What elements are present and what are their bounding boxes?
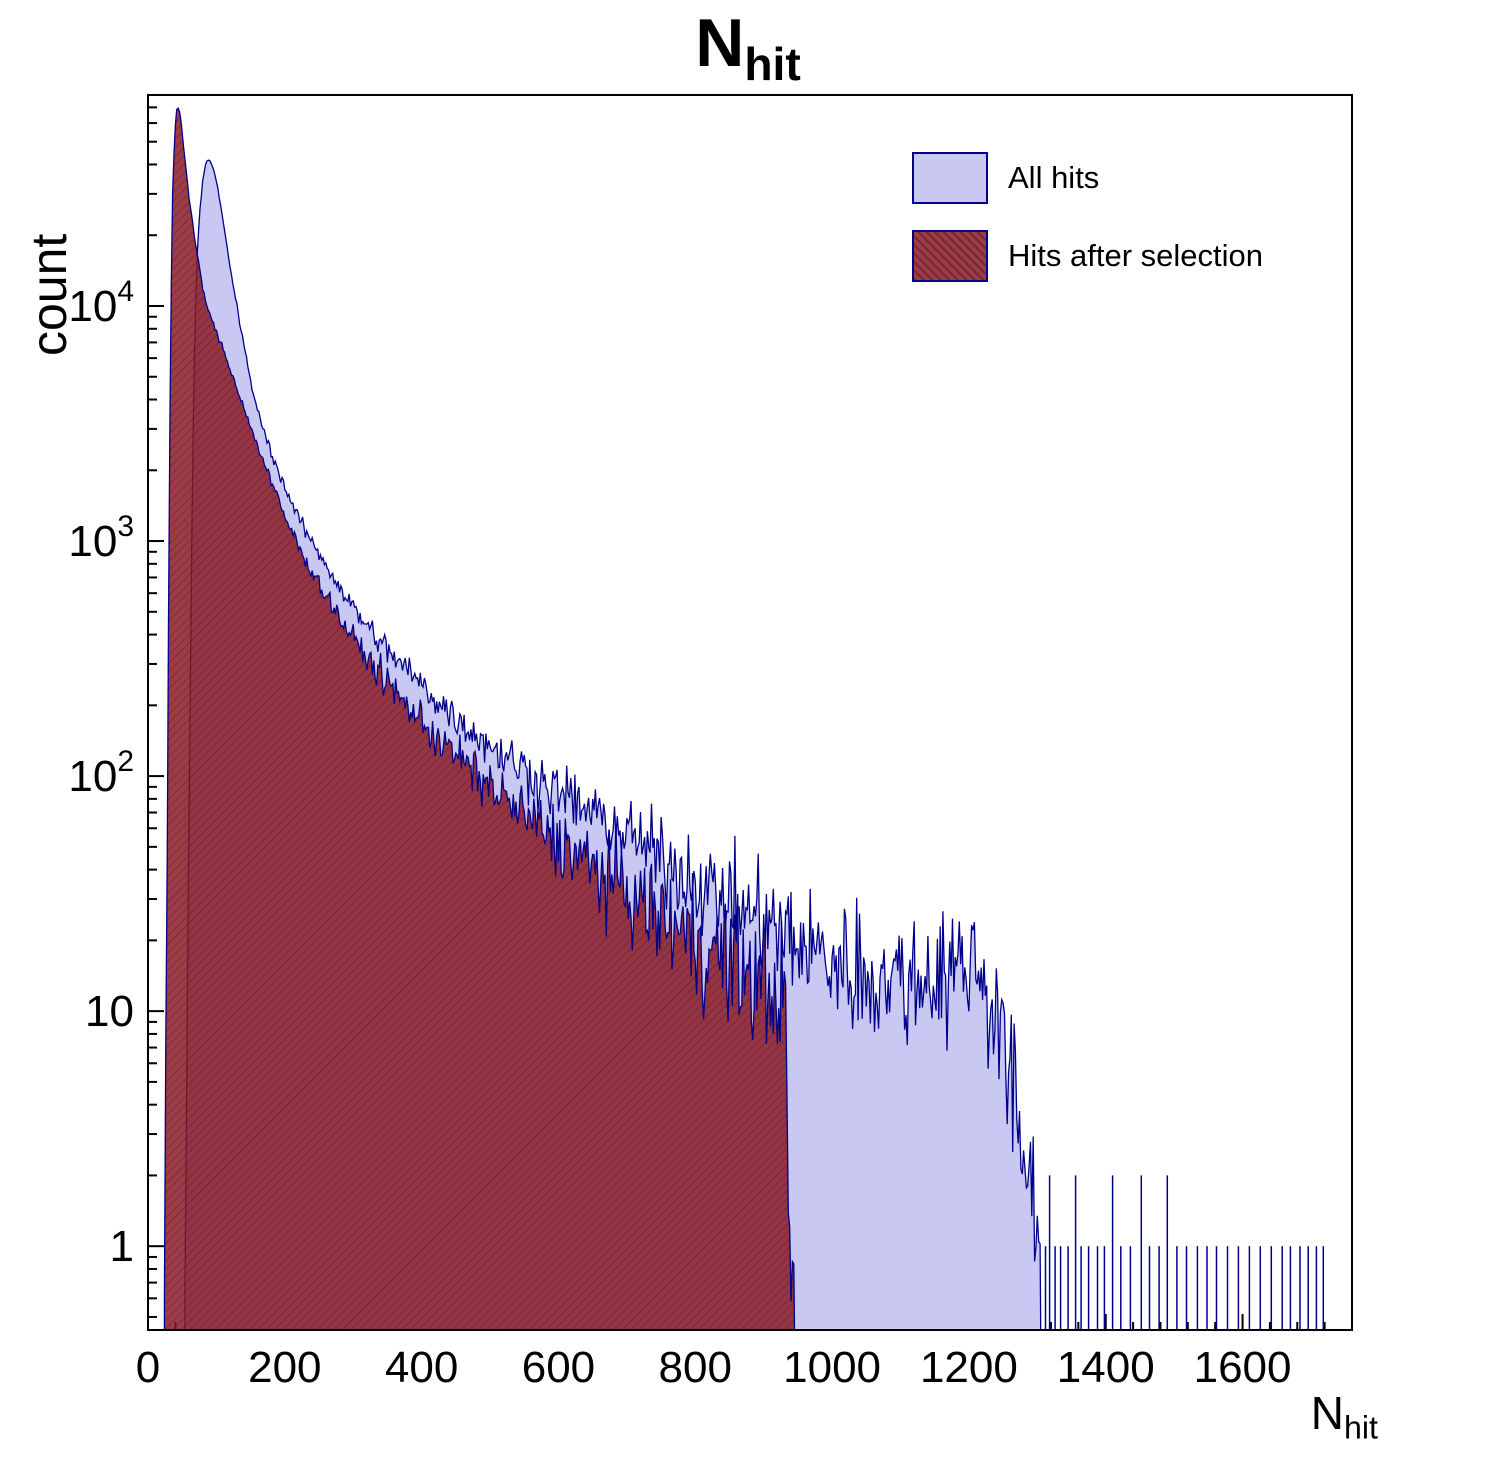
chart-title-sub: hit	[744, 37, 801, 90]
series-selection-hatch	[163, 107, 796, 1331]
y-tick-label: 102	[68, 745, 134, 801]
x-tick-label: 1000	[783, 1343, 881, 1392]
y-tick-label: 103	[68, 510, 134, 566]
y-tick-label: 1	[110, 1222, 134, 1271]
legend-label-all-hits: All hits	[1008, 160, 1100, 195]
x-tick-label: 800	[659, 1343, 732, 1392]
x-tick-label: 1600	[1194, 1343, 1292, 1392]
x-tick-label: 200	[248, 1343, 321, 1392]
chart-title: Nhit	[0, 4, 1496, 91]
legend-swatch-selection	[912, 230, 988, 282]
y-tick-label: 104	[68, 275, 134, 331]
y-tick-label: 10	[85, 987, 134, 1036]
x-tick-label: 1400	[1057, 1343, 1155, 1392]
x-axis-title: Nhit	[1311, 1386, 1378, 1447]
x-tick-label: 600	[522, 1343, 595, 1392]
legend-entry-selection: Hits after selection	[912, 230, 1263, 282]
legend-entry-all-hits: All hits	[912, 152, 1263, 204]
x-axis-title-main: N	[1310, 1387, 1344, 1439]
legend: All hits Hits after selection	[912, 152, 1263, 282]
x-tick-label: 0	[136, 1343, 160, 1392]
x-tick-label: 1200	[920, 1343, 1018, 1392]
plot-frame	[147, 94, 1353, 1331]
axis-tick-labels: 0 200 400 600 800 1000 1200 1400 1600 1 10 102 103 10…	[68, 275, 1291, 1392]
legend-label-selection: Hits after selection	[1008, 238, 1263, 273]
chart-title-main: N	[695, 5, 745, 81]
tail-spikes	[1044, 1175, 1325, 1330]
legend-swatch-all-hits	[912, 152, 988, 204]
x-tick-label: 400	[385, 1343, 458, 1392]
x-axis-title-sub: hit	[1344, 1409, 1378, 1446]
